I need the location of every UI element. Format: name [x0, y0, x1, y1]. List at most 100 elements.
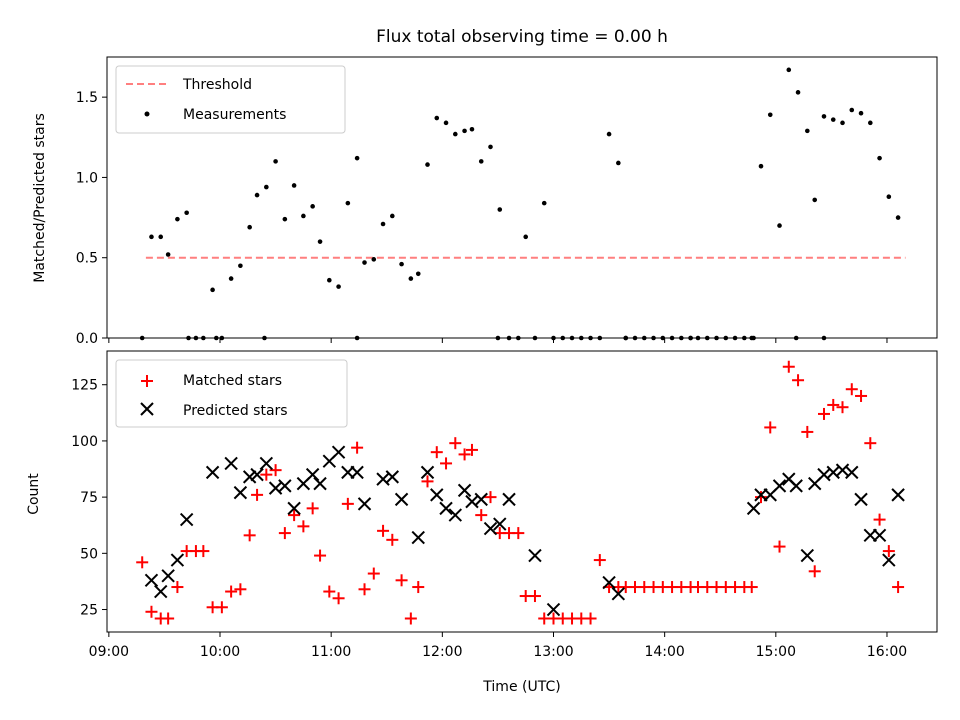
matched-star-point	[421, 475, 434, 488]
chart-title: Flux total observing time = 0.00 h	[376, 27, 668, 47]
legend-threshold-label: Threshold	[182, 77, 252, 93]
legend-matched-swatch	[141, 375, 153, 387]
matched-star-point	[243, 529, 256, 542]
predicted-star-point	[144, 573, 159, 588]
top-ytick-label: 0.0	[76, 331, 98, 347]
matched-star-point	[440, 457, 453, 470]
predicted-star-point	[528, 548, 542, 563]
measurement-point	[273, 159, 278, 164]
matched-star-point	[864, 437, 877, 450]
top-ylabel: Matched/Predicted stars	[32, 113, 48, 283]
measurement-point	[616, 160, 621, 166]
bottom-xtick-label: 14:00	[644, 644, 684, 660]
matched-star-point	[386, 533, 399, 546]
predicted-star-point	[800, 548, 815, 563]
predicted-star-point	[772, 479, 787, 493]
top-axes-frame	[106, 56, 938, 339]
measurement-point	[291, 183, 297, 188]
matched-star-point	[475, 509, 488, 522]
measurement-point	[830, 117, 836, 122]
matched-star-point	[306, 502, 319, 515]
matched-star-point	[754, 491, 767, 504]
bottom-xtick-label: 13:00	[533, 644, 573, 660]
bottom-ytick-label: 100	[71, 434, 98, 450]
measurement-point	[149, 234, 154, 240]
matched-star-point	[449, 437, 462, 450]
matched-star-point	[332, 592, 345, 605]
measurement-point	[380, 221, 386, 227]
matched-star-point	[528, 590, 541, 603]
matched-star-point	[215, 601, 228, 614]
measurement-point	[462, 128, 467, 134]
matched-star-point	[808, 565, 821, 578]
predicted-star-point	[411, 530, 425, 545]
predicted-star-point	[170, 553, 185, 567]
top-legend: Threshold Measurements	[115, 65, 346, 134]
predicted-star-point	[278, 479, 292, 493]
predicted-star-point	[205, 465, 220, 480]
predicted-star-point	[546, 602, 561, 617]
measurement-point	[868, 120, 873, 126]
measurement-point	[399, 261, 404, 267]
predicted-star-point	[179, 512, 194, 527]
measurement-point	[849, 107, 855, 113]
matched-star-point	[430, 446, 443, 459]
matched-star-point	[512, 527, 525, 540]
matched-star-point	[234, 583, 247, 596]
top-ytick-label: 0.5	[76, 251, 98, 267]
measurement-point	[497, 207, 503, 212]
matched-star-point	[882, 545, 895, 558]
predicted-star-point	[331, 445, 346, 459]
measurement-point	[877, 155, 882, 161]
matched-star-point	[855, 389, 868, 402]
matched-star-point	[197, 545, 210, 558]
bottom-xtick-label: 12:00	[422, 644, 462, 660]
measurement-point	[453, 131, 458, 137]
predicted-star-point	[439, 501, 453, 516]
matched-star-point	[412, 581, 425, 594]
legend-matched-label: Matched stars	[183, 373, 282, 389]
legend-predicted-label: Predicted stars	[183, 403, 288, 419]
matched-star-point	[358, 583, 371, 596]
predicted-star-point	[448, 508, 463, 522]
predicted-star-point	[350, 465, 364, 480]
matched-star-point	[351, 441, 364, 454]
bottom-xlabel: Time (UTC)	[482, 679, 560, 695]
measurement-point	[408, 276, 414, 281]
matched-star-point	[225, 585, 238, 598]
predicted-star-point	[474, 492, 488, 507]
matched-star-point	[827, 398, 840, 411]
bottom-legend: Matched stars Predicted stars	[115, 359, 348, 428]
measurement-point	[264, 184, 269, 190]
legend-measurements-swatch	[144, 111, 150, 117]
measurement-point	[362, 260, 367, 265]
measurement-point	[895, 215, 901, 220]
matched-star-point	[873, 513, 886, 526]
predicted-star-point	[483, 521, 498, 536]
measurement-point	[840, 120, 845, 126]
measurement-point	[238, 263, 243, 269]
predicted-star-point	[891, 488, 905, 502]
bottom-xtick-label: 09:00	[89, 644, 129, 660]
bottom-ytick-label: 75	[80, 490, 98, 506]
predicted-star-point	[242, 470, 257, 484]
matched-star-point	[892, 581, 905, 594]
predicted-star-point	[457, 483, 472, 498]
predicted-star-point	[385, 470, 400, 484]
measurement-point	[858, 110, 864, 116]
predicted-star-point	[161, 569, 175, 583]
measurement-point	[158, 234, 164, 240]
matched-star-point	[584, 612, 597, 625]
matched-star-point	[367, 567, 380, 580]
predicted-star-point	[611, 587, 626, 601]
measurement-point	[228, 276, 234, 281]
bottom-ylabel: Count	[26, 473, 42, 515]
matched-star-point	[593, 554, 606, 567]
predicted-star-point	[154, 584, 168, 599]
measurement-point	[165, 252, 171, 257]
legend-predicted-swatch	[140, 402, 154, 416]
measurement-point	[805, 128, 810, 134]
measurement-point	[488, 144, 493, 150]
matched-star-point	[404, 612, 417, 625]
measurement-point	[354, 155, 360, 161]
